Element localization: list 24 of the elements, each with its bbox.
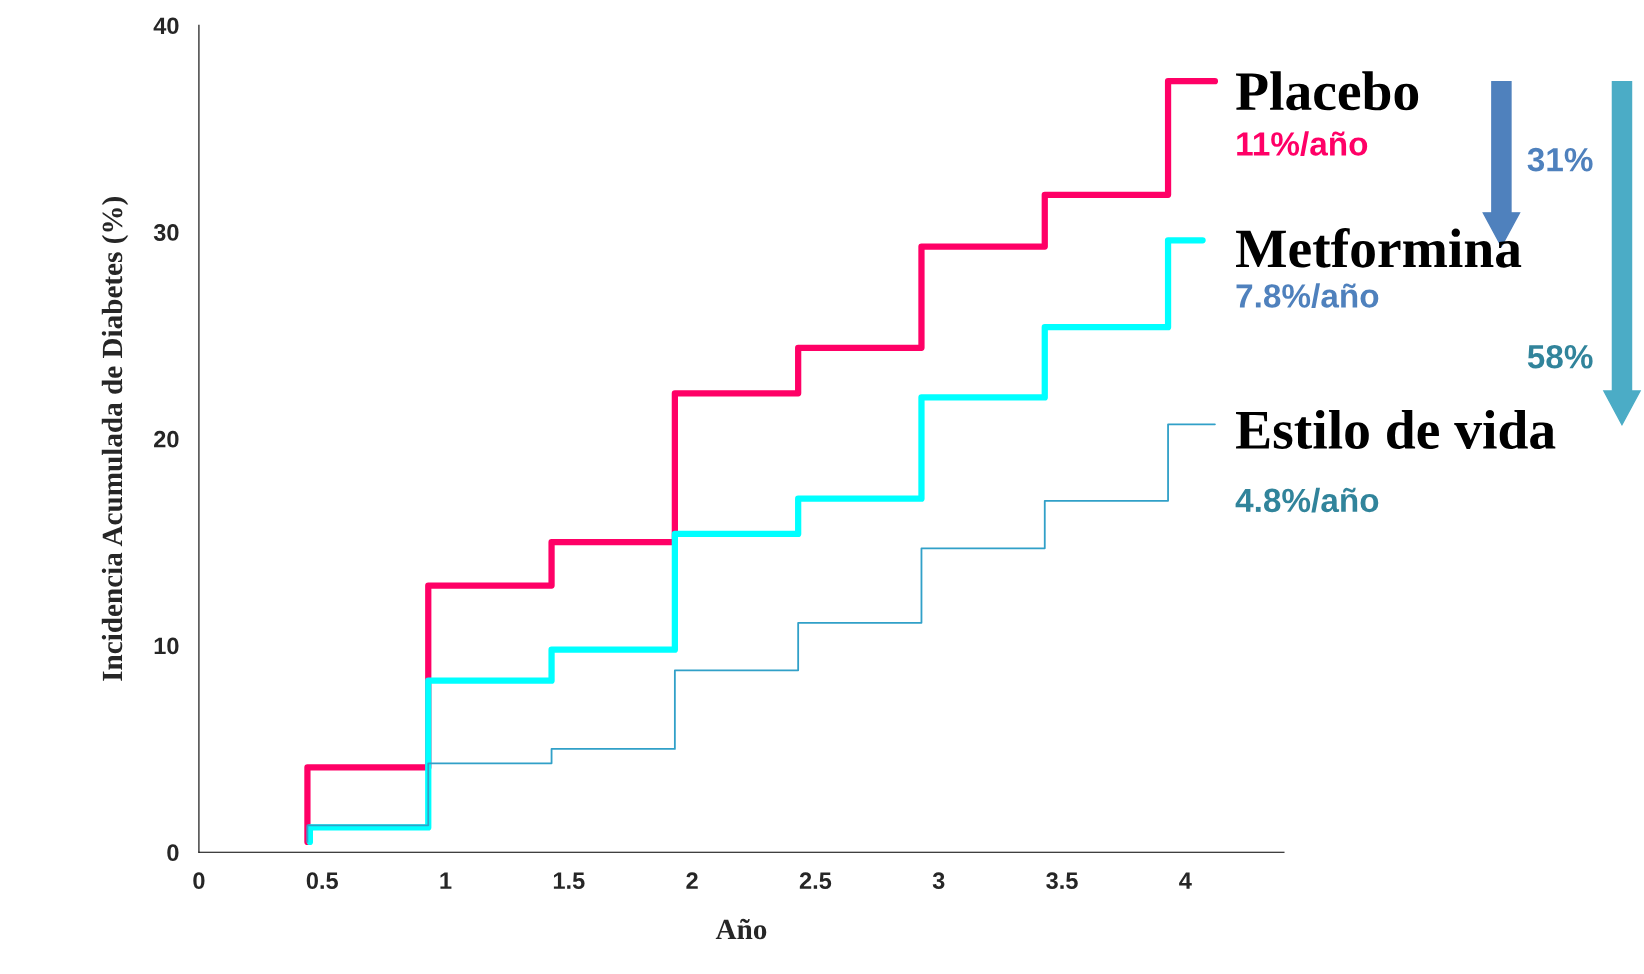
text: 58% xyxy=(1527,344,1593,369)
annotation: 7.8%/año xyxy=(1236,283,1379,309)
x-tick-label: 3 xyxy=(932,872,945,890)
y-axis-title: Incidencia Acumulada de Diabetes (%) xyxy=(101,197,129,681)
x-tick-label: 0.5 xyxy=(306,872,338,890)
y-tick-label: 10 xyxy=(154,637,179,655)
series-label: Estilo de vida xyxy=(1236,409,1556,450)
x-axis-title: Año xyxy=(715,918,767,940)
x-tick-label: 1 xyxy=(440,872,452,889)
x-tick-label: 3.5 xyxy=(1046,872,1078,890)
y-tick-label: 30 xyxy=(153,224,179,241)
x-tick-label: 1.5 xyxy=(553,872,585,890)
series-label: Placebo xyxy=(1236,71,1419,111)
annotation: 4.8%/año xyxy=(1235,487,1379,513)
x-tick-label: 4 xyxy=(1179,872,1192,889)
text: 31% xyxy=(1527,147,1593,172)
x-tick-label: 0 xyxy=(193,872,205,890)
series-label: Metformina xyxy=(1236,227,1522,268)
annotation: 11%/año xyxy=(1237,131,1368,157)
x-tick-label: 2.5 xyxy=(799,872,832,890)
y-tick-label: 20 xyxy=(154,430,179,448)
y-tick-label: 40 xyxy=(153,17,179,35)
y-tick-label: 0 xyxy=(167,844,179,862)
x-tick-label: 2 xyxy=(686,872,698,889)
